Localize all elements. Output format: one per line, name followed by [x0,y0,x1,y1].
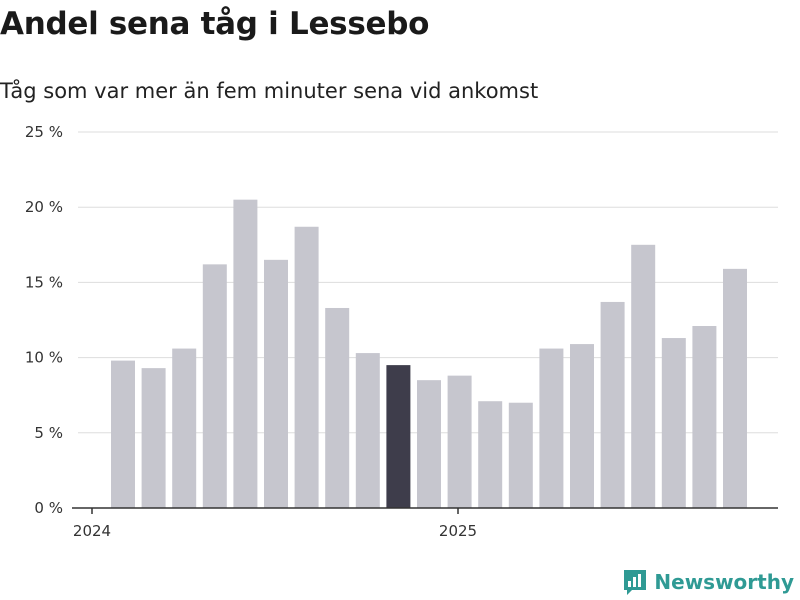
bar [386,365,411,508]
bar [141,368,166,508]
bar [570,344,594,508]
bar [631,244,656,509]
newsworthy-logo-icon [624,570,647,595]
newsworthy-logo: Newsworthy [622,568,794,596]
y-tick-label: 25 % [25,123,63,141]
y-tick-label: 15 % [25,273,63,291]
bar [661,338,686,508]
x-tick-label: 2025 [439,522,477,540]
bar [325,307,350,508]
bar [111,360,135,508]
bar [723,268,747,508]
x-tick-label: 2024 [73,522,111,540]
bar [202,264,227,508]
bar [447,375,472,508]
bar [355,353,380,508]
y-tick-label: 0 % [34,499,63,517]
y-tick-label: 10 % [25,349,63,367]
bar [233,199,258,508]
bar [417,380,441,508]
y-tick-label: 5 % [34,424,63,442]
bar [264,259,288,508]
bar [478,401,503,508]
chart-subtitle: Tåg som var mer än fem minuter sena vid … [0,79,539,103]
bar [692,326,717,508]
bar [600,301,625,508]
bar [172,348,197,508]
bar [539,348,564,508]
bar [294,226,319,508]
bar [508,402,533,508]
y-tick-label: 20 % [25,198,63,216]
chart-title: Andel sena tåg i Lessebo [0,6,430,42]
brand-name: Newsworthy [654,570,794,594]
